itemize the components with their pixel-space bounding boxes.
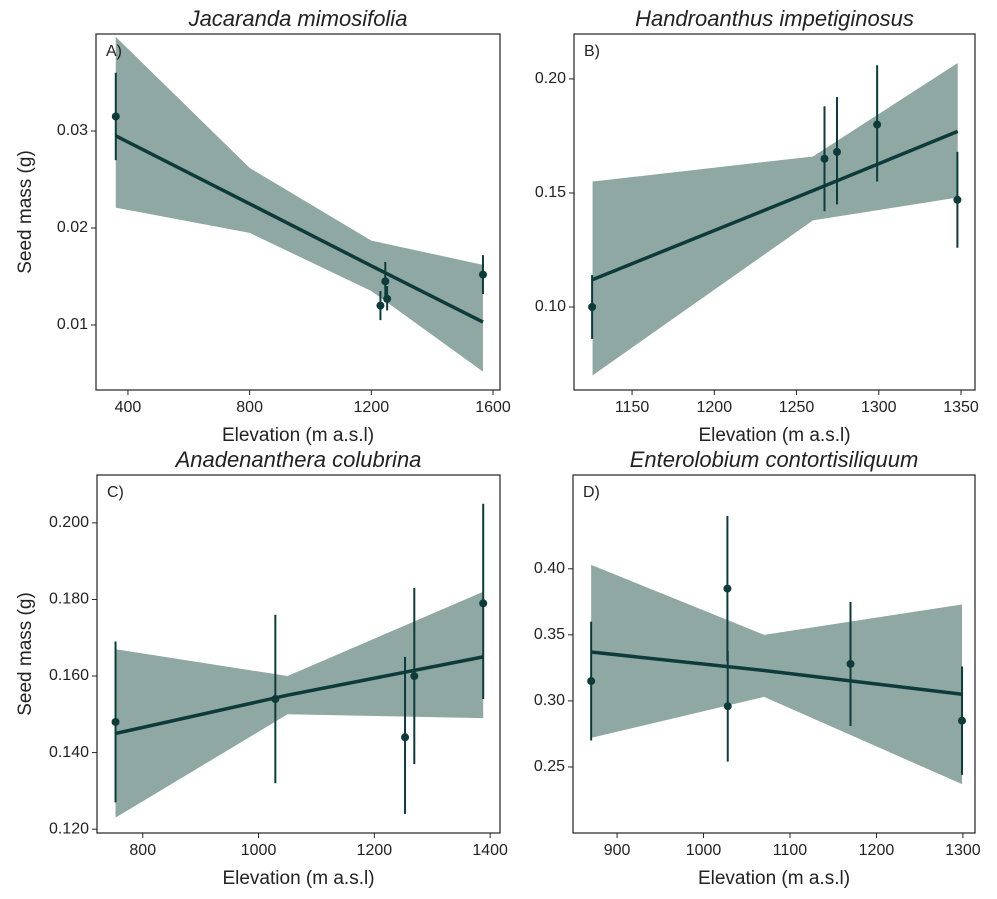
- point: [953, 195, 962, 204]
- confidence-band: [592, 62, 958, 376]
- panel-title: Anadenanthera colubrina: [174, 447, 422, 472]
- confidence-band: [591, 564, 963, 785]
- y-tick-label: 0.180: [49, 591, 89, 608]
- plot-frame: [96, 474, 501, 834]
- panel-title: Jacaranda mimosifolia: [188, 6, 408, 31]
- x-tick-label: 1200: [697, 399, 733, 416]
- panel-label: A): [106, 43, 122, 60]
- panel-label: D): [583, 484, 600, 501]
- y-axis-label: Seed mass (g): [15, 592, 36, 716]
- point: [376, 301, 385, 310]
- point: [587, 677, 596, 686]
- point: [723, 702, 732, 711]
- panel-title: Enterolobium contortisiliquum: [630, 447, 919, 472]
- plot-frame: [572, 474, 976, 834]
- y-tick-label: 0.03: [57, 122, 88, 139]
- x-axis-label: Elevation (m a.s.l): [222, 425, 374, 446]
- x-tick-label: 1300: [945, 842, 981, 859]
- fit-line: [115, 655, 484, 736]
- y-tick-label: 0.40: [534, 560, 565, 577]
- x-tick-label: 900: [604, 842, 631, 859]
- y-tick-label: 0.10: [535, 298, 566, 315]
- point: [271, 694, 280, 703]
- y-tick-label: 0.25: [534, 758, 565, 775]
- y-tick-label: 0.15: [535, 184, 566, 201]
- x-tick-label: 1200: [357, 842, 393, 859]
- x-tick-label: 800: [129, 842, 156, 859]
- y-tick-label: 0.140: [49, 744, 89, 761]
- x-tick-label: 1100: [773, 842, 808, 859]
- panel-label: C): [107, 484, 124, 501]
- x-tick-label: 1600: [475, 399, 511, 416]
- x-tick-label: 1250: [779, 399, 815, 416]
- x-axis-label: Elevation (m a.s.l): [698, 425, 850, 446]
- panel-title: Handroanthus impetiginosus: [635, 6, 914, 31]
- plot-frame: [95, 33, 501, 391]
- point: [846, 659, 855, 668]
- y-tick-label: 0.02: [57, 219, 88, 236]
- point: [833, 147, 842, 156]
- x-tick-label: 1400: [472, 842, 508, 859]
- point: [723, 584, 732, 593]
- fit-line: [114, 134, 484, 324]
- x-axis-label: Elevation (m a.s.l): [222, 868, 374, 889]
- y-tick-label: 0.01: [57, 316, 88, 333]
- confidence-band: [115, 36, 483, 372]
- point: [873, 120, 882, 129]
- x-axis-label: Elevation (m a.s.l): [698, 868, 850, 889]
- x-tick-label: 1000: [686, 842, 722, 859]
- point: [588, 302, 597, 311]
- point: [111, 717, 120, 726]
- y-tick-label: 0.200: [49, 514, 89, 531]
- y-tick-label: 0.160: [49, 667, 89, 684]
- point: [383, 294, 392, 303]
- x-tick-label: 1150: [615, 399, 650, 416]
- point: [958, 716, 967, 725]
- x-tick-label: 1200: [859, 842, 895, 859]
- point: [381, 277, 390, 286]
- y-tick-label: 0.20: [535, 70, 566, 87]
- point: [478, 270, 487, 279]
- point: [820, 154, 829, 163]
- point: [401, 733, 410, 742]
- y-tick-label: 0.30: [534, 692, 565, 709]
- x-tick-label: 1200: [354, 399, 390, 416]
- x-tick-label: 800: [236, 399, 263, 416]
- point: [479, 599, 488, 608]
- x-tick-label: 1300: [861, 399, 897, 416]
- x-tick-label: 1350: [943, 399, 979, 416]
- y-axis-label: Seed mass (g): [15, 150, 36, 274]
- fit-line: [591, 129, 959, 282]
- fit-line: [590, 650, 963, 697]
- x-tick-label: 1000: [241, 842, 277, 859]
- panel-label: B): [584, 43, 600, 60]
- point: [410, 672, 419, 681]
- y-tick-label: 0.120: [49, 820, 89, 837]
- confidence-band: [115, 591, 484, 818]
- plot-frame: [573, 33, 976, 391]
- point: [111, 112, 120, 121]
- x-tick-label: 400: [115, 399, 142, 416]
- y-tick-label: 0.35: [534, 626, 565, 643]
